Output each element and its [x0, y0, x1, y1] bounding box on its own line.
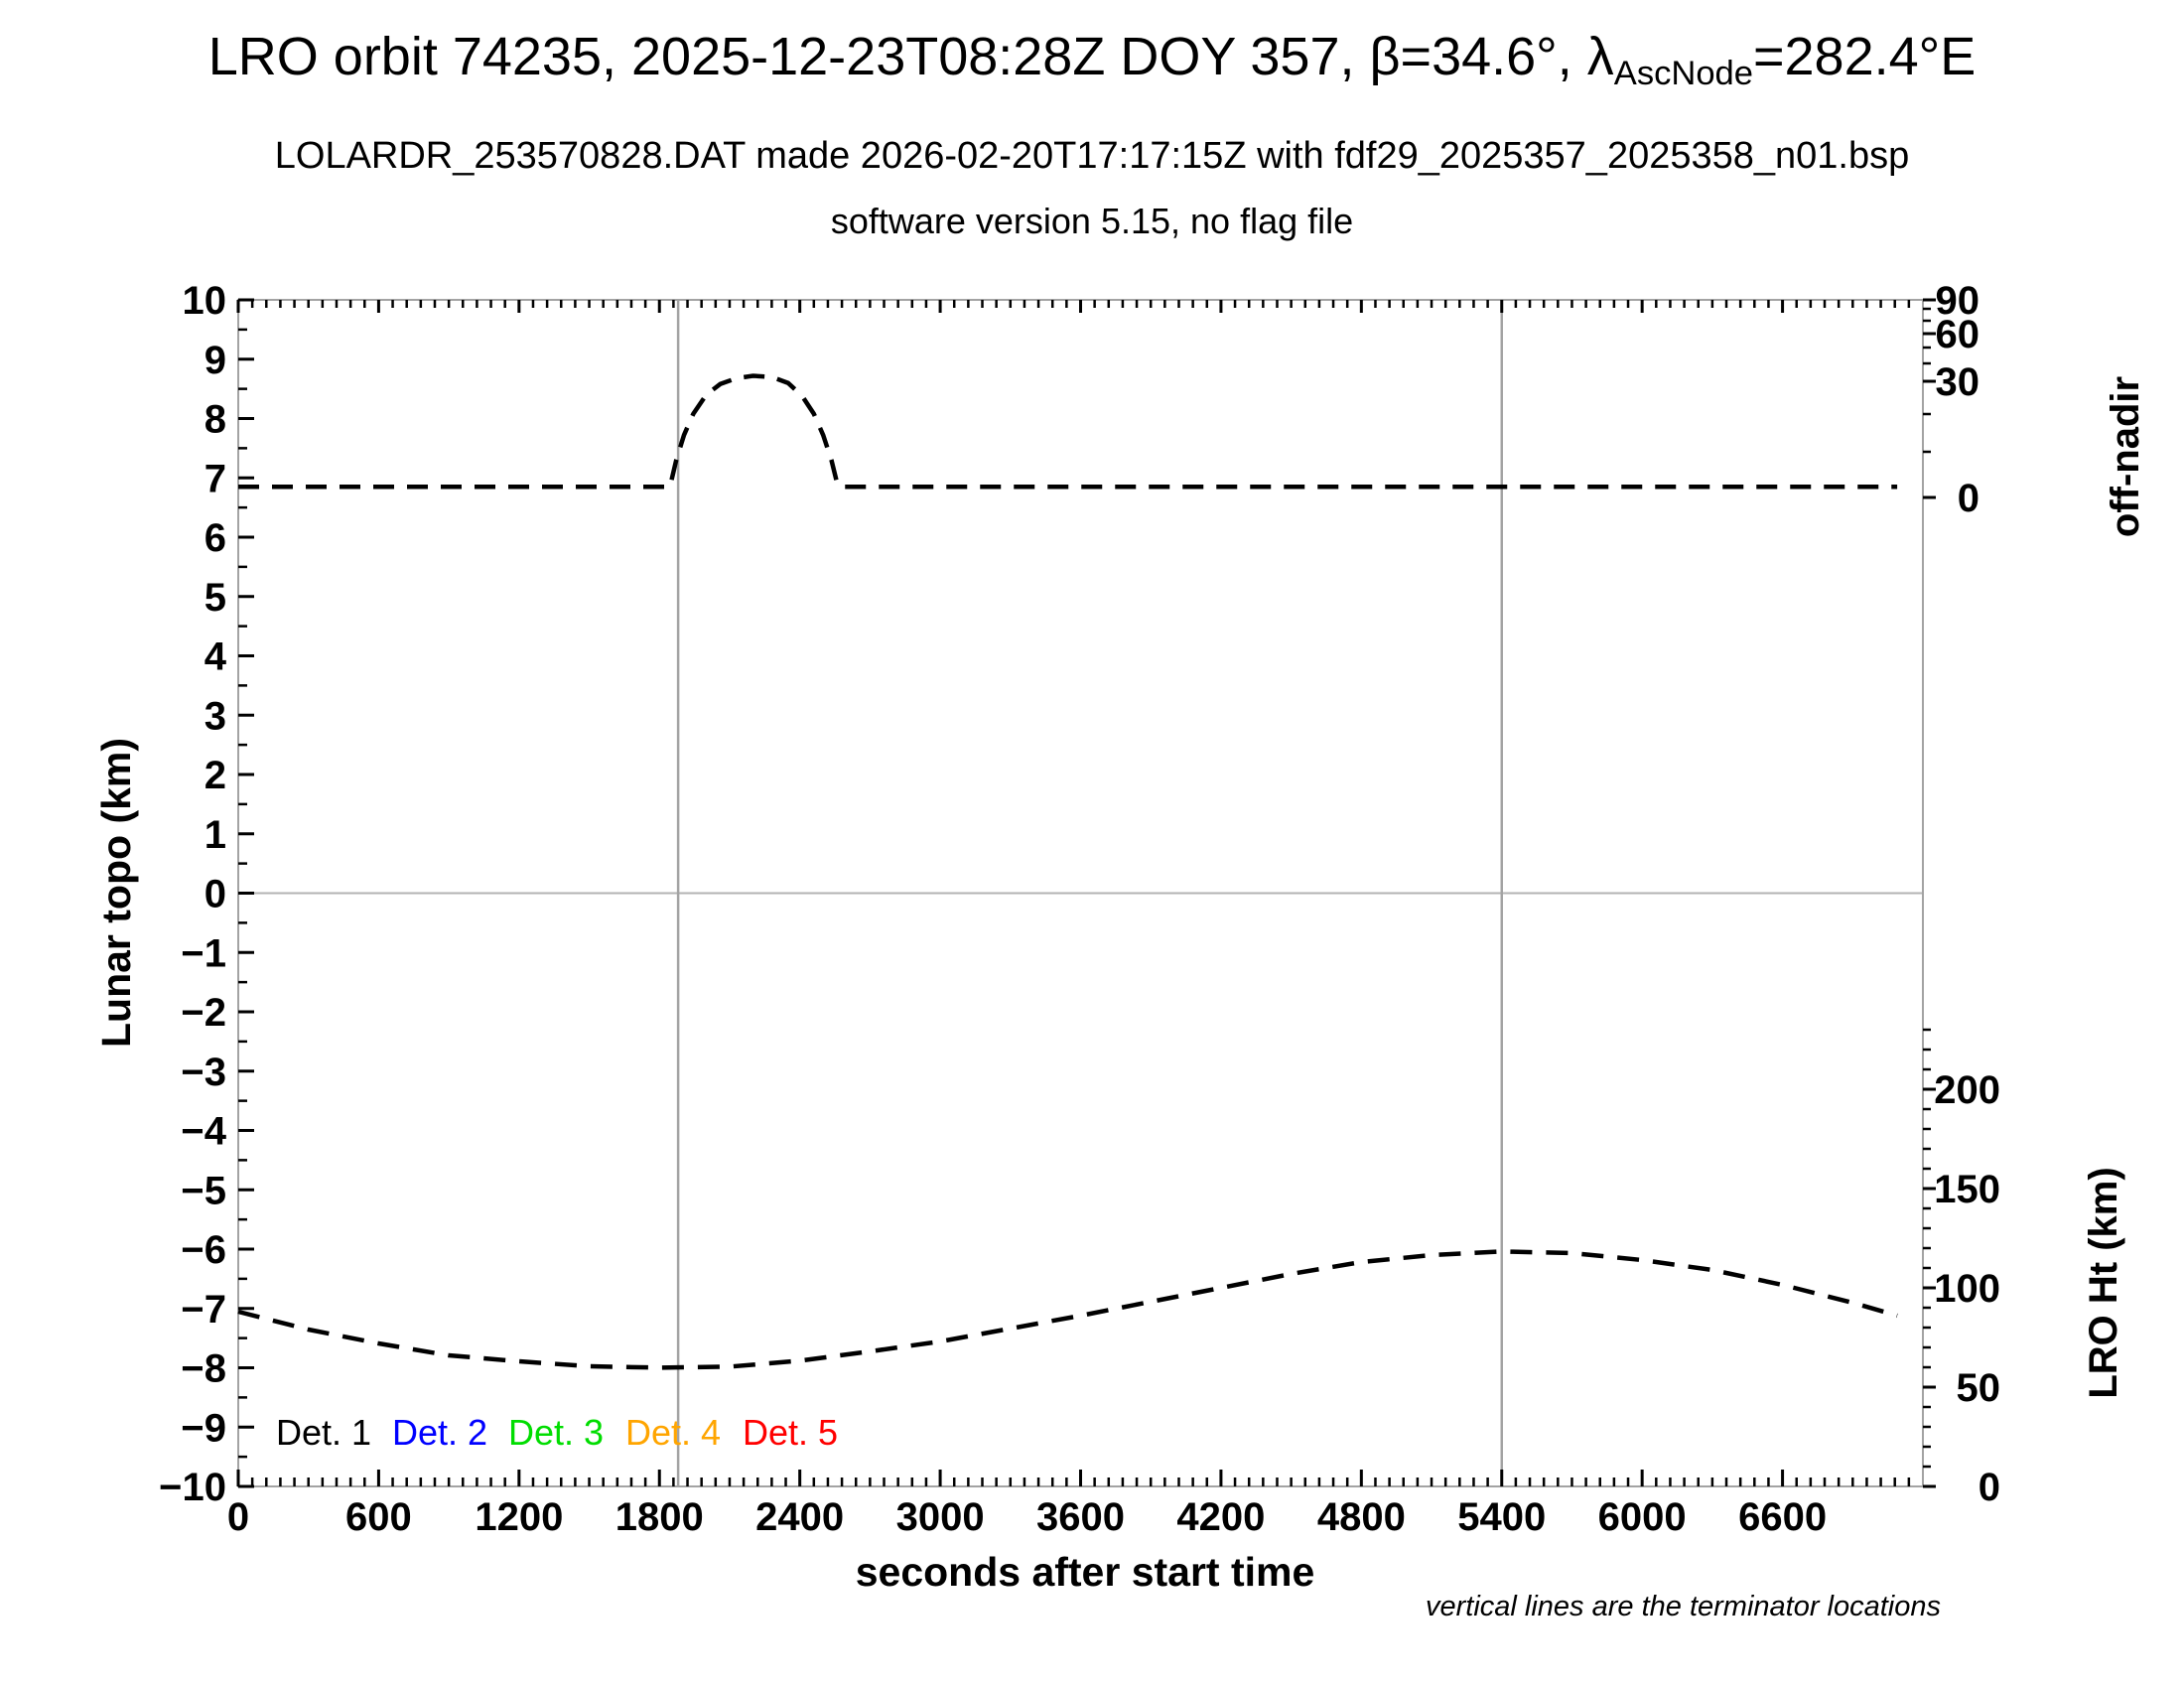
lro-height-tick-label: 100	[1934, 1267, 2000, 1311]
x-tick-label: 1800	[615, 1495, 704, 1539]
offnadir-tick-label: 90	[1936, 279, 1980, 323]
plot-subtitle-version: software version 5.15, no flag file	[830, 201, 1354, 241]
x-tick-label: 1200	[475, 1495, 563, 1539]
legend-item-det-5: Det. 5	[743, 1412, 839, 1453]
y-left-tick-label: 0	[205, 873, 226, 916]
y-left-tick-label: 4	[205, 635, 227, 679]
x-tick-label: 6600	[1738, 1495, 1827, 1539]
lro-height-tick-labels: 200 150 100 50 0	[1934, 1068, 2000, 1509]
y-left-tick-label: 8	[205, 398, 226, 442]
y-axis-title-lro-height: LRO Ht (km)	[2082, 1167, 2125, 1399]
y-axis-title-offnadir: off-nadir	[2104, 375, 2147, 538]
y-left-tick-label: −6	[181, 1228, 226, 1272]
lro-height-tick-label: 0	[1979, 1466, 2000, 1509]
y-left-tick-label: −2	[181, 991, 226, 1035]
legend-item-det-3: Det. 3	[508, 1412, 605, 1453]
y-left-tick-label: −9	[181, 1406, 226, 1450]
y-left-tick-label: −10	[159, 1466, 226, 1509]
plot-title-main: LRO orbit 74235, 2025-12-23T08:28Z DOY 3…	[207, 27, 1614, 86]
y-left-tick-label: −3	[181, 1051, 226, 1094]
plot-title: LRO orbit 74235, 2025-12-23T08:28Z DOY 3…	[0, 26, 2184, 92]
offnadir-curve	[238, 373, 1898, 490]
offnadir-tick-label: 0	[1958, 477, 1979, 520]
x-tick-label: 5400	[1457, 1495, 1546, 1539]
y-left-tick-label: −5	[181, 1169, 226, 1212]
x-tick-label: 4800	[1317, 1495, 1406, 1539]
legend-item-det-1: Det. 1	[276, 1412, 372, 1453]
plot-subtitle: LOLARDR_253570828.DAT made 2026-02-20T17…	[274, 135, 1910, 177]
y-left-tick-label: 1	[205, 813, 226, 857]
legend-item-det-2: Det. 2	[392, 1412, 488, 1453]
axis-ticks	[236, 298, 1936, 1488]
y-left-tick-label: 9	[205, 339, 226, 382]
plot-title-subscript: AscNode	[1613, 54, 1753, 92]
offnadir-tick-label: 60	[1936, 313, 1980, 356]
x-tick-label: 600	[345, 1495, 412, 1539]
x-tick-label: 3000	[896, 1495, 985, 1539]
x-tick-label: 6000	[1598, 1495, 1687, 1539]
x-tick-label: 4200	[1176, 1495, 1265, 1539]
x-axis-title: seconds after start time	[855, 1549, 1315, 1595]
offnadir-tick-label: 30	[1936, 360, 1980, 404]
y-left-tick-label: 6	[205, 516, 226, 560]
y-axis-title-left: Lunar topo (km)	[93, 737, 139, 1049]
y-left-tick-label: 7	[205, 457, 226, 500]
reference-lines	[238, 300, 1923, 1486]
data-curves	[237, 373, 1898, 1370]
y-left-tick-label: 3	[205, 694, 226, 738]
x-tick-label: 0	[227, 1495, 249, 1539]
x-tick-label: 2400	[755, 1495, 844, 1539]
y-left-tick-label: 10	[183, 279, 227, 323]
lro-height-tick-label: 150	[1934, 1168, 2000, 1211]
x-tick-label: 3600	[1036, 1495, 1125, 1539]
y-left-tick-label: −1	[181, 931, 226, 975]
plot-title-suffix: =282.4°E	[1752, 27, 1977, 86]
y-left-tick-label: −7	[181, 1288, 226, 1332]
lro-height-tick-label: 50	[1957, 1366, 2001, 1410]
terminator-note: vertical lines are the terminator locati…	[1425, 1591, 1941, 1622]
y-left-tick-label: −8	[181, 1347, 226, 1391]
legend-item-det-4: Det. 4	[625, 1412, 722, 1453]
x-axis-tick-labels: 0 600 1200 1800 2400 3000 3600 4200 4800 5400 6000…	[227, 1495, 1827, 1539]
y-left-tick-label: 5	[205, 576, 226, 620]
lro-height-curve	[237, 1249, 1898, 1370]
y-left-tick-label: −4	[181, 1110, 226, 1154]
y-left-tick-label: 2	[205, 754, 226, 797]
lro-height-tick-label: 200	[1934, 1068, 2000, 1112]
